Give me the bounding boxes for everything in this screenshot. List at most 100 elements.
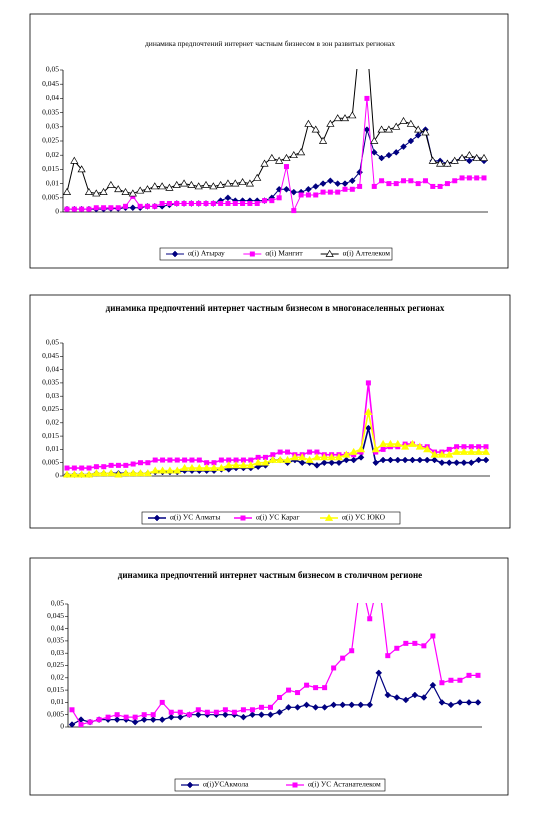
data-point: [342, 456, 350, 464]
data-point: [138, 460, 144, 466]
chart-title: динамика предпочтений интернет частным б…: [117, 570, 423, 580]
data-point: [378, 154, 385, 162]
data-point: [172, 180, 181, 188]
data-point: [380, 446, 386, 452]
data-point: [216, 180, 225, 188]
data-point: [267, 704, 273, 710]
data-point: [375, 669, 383, 677]
data-point: [258, 711, 265, 719]
data-point: [84, 470, 94, 478]
data-point: [403, 640, 409, 646]
data-point: [209, 182, 218, 190]
data-point: [312, 183, 320, 190]
data-point: [108, 462, 114, 468]
data-point: [393, 181, 399, 187]
data-point: [385, 653, 391, 659]
data-point: [367, 616, 373, 622]
data-point: [422, 178, 428, 184]
data-point: [438, 459, 446, 467]
legend-label: α(i) Алтелеком: [343, 249, 391, 258]
data-point: [78, 722, 84, 728]
data-point: [298, 459, 306, 467]
chart-frame: [29, 294, 511, 529]
data-point: [408, 439, 417, 447]
data-point: [179, 179, 189, 187]
data-point: [474, 699, 482, 706]
data-point: [254, 200, 260, 206]
data-point: [283, 164, 289, 170]
data-point: [143, 185, 152, 193]
legend-marker: [240, 515, 246, 521]
data-point: [365, 380, 371, 386]
data-point: [290, 453, 299, 461]
data-point: [204, 460, 210, 466]
data-point: [167, 457, 173, 463]
data-point: [357, 454, 365, 461]
data-point: [270, 452, 276, 458]
data-point: [340, 114, 350, 122]
data-point: [444, 181, 450, 187]
data-point: [438, 699, 446, 706]
data-point: [341, 180, 349, 187]
data-point: [267, 711, 274, 719]
data-point: [123, 203, 129, 209]
data-point: [468, 444, 474, 450]
data-point: [335, 459, 343, 467]
data-point: [238, 177, 247, 186]
chart-title: динамика предпочтений интернет частным б…: [144, 39, 395, 48]
data-point: [144, 203, 150, 209]
data-point: [437, 183, 443, 189]
data-point: [481, 175, 487, 181]
data-point: [305, 185, 312, 193]
data-point: [311, 125, 320, 133]
data-point: [77, 165, 86, 173]
data-point: [143, 469, 152, 477]
data-point: [173, 466, 182, 474]
data-point: [298, 453, 307, 461]
data-point: [320, 189, 326, 195]
data-point: [314, 449, 320, 455]
data-point: [320, 453, 329, 461]
data-point: [349, 447, 358, 455]
data-point: [461, 444, 467, 450]
y-tick-label: 0,01: [51, 697, 64, 706]
y-tick-label: 0,025: [47, 660, 64, 669]
data-point: [114, 185, 123, 193]
data-point: [457, 677, 463, 683]
legend-marker: [171, 250, 179, 258]
data-point: [129, 204, 137, 212]
data-point: [312, 453, 322, 461]
data-point: [152, 457, 158, 463]
data-point: [466, 175, 472, 181]
y-tick-label: 0,015: [42, 164, 59, 173]
data-point: [121, 469, 130, 477]
data-point: [225, 200, 231, 206]
data-point: [105, 714, 111, 720]
series-line: [67, 128, 485, 210]
series-line: [67, 412, 486, 476]
data-point: [313, 685, 319, 691]
data-point: [240, 713, 247, 721]
data-point: [285, 449, 291, 455]
data-point: [479, 153, 488, 161]
data-point: [342, 186, 348, 192]
data-point: [412, 640, 418, 646]
data-point: [295, 690, 301, 696]
y-tick-label: 0,035: [47, 636, 64, 645]
data-point: [99, 187, 108, 195]
data-point: [232, 200, 238, 206]
data-point: [474, 447, 483, 455]
data-point: [406, 119, 415, 127]
data-point: [415, 181, 421, 187]
data-point: [187, 180, 196, 188]
data-point: [408, 178, 414, 184]
data-point: [476, 444, 482, 450]
data-point: [305, 192, 311, 198]
data-point: [150, 712, 156, 718]
data-point: [431, 456, 438, 464]
data-point: [101, 205, 107, 211]
data-point: [248, 457, 254, 463]
data-point: [101, 464, 107, 470]
